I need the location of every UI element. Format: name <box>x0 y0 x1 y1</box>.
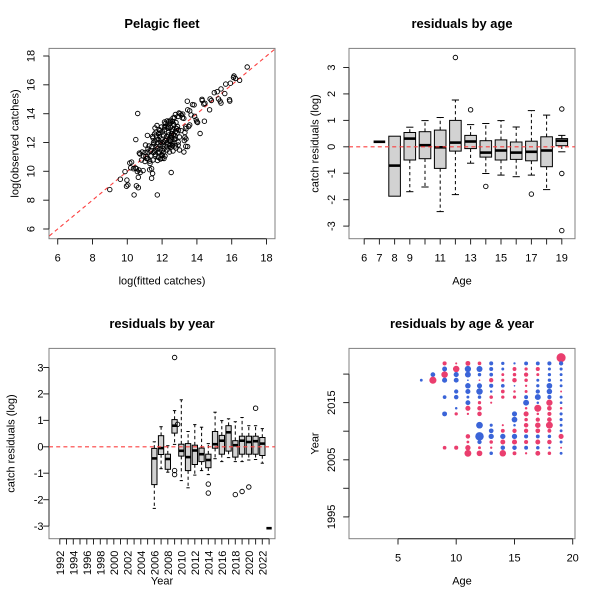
svg-text:-1: -1 <box>326 168 338 178</box>
svg-text:12: 12 <box>156 253 168 265</box>
svg-text:1996: 1996 <box>82 551 94 575</box>
svg-text:2008: 2008 <box>163 551 175 575</box>
svg-text:Age: Age <box>452 575 472 587</box>
svg-text:14: 14 <box>26 108 38 120</box>
svg-text:6: 6 <box>361 253 367 265</box>
svg-text:8: 8 <box>392 253 398 265</box>
svg-text:10: 10 <box>26 165 38 177</box>
svg-text:-3: -3 <box>34 521 44 533</box>
svg-text:7: 7 <box>376 253 382 265</box>
svg-text:20: 20 <box>567 553 579 565</box>
svg-text:18: 18 <box>26 50 38 62</box>
svg-text:residuals by age & year: residuals by age & year <box>390 316 534 331</box>
svg-text:3: 3 <box>37 362 43 374</box>
svg-text:1: 1 <box>37 415 43 427</box>
svg-text:15: 15 <box>508 553 520 565</box>
svg-text:0: 0 <box>326 144 338 150</box>
svg-text:2002: 2002 <box>123 551 135 575</box>
svg-text:16: 16 <box>226 253 238 265</box>
svg-text:1994: 1994 <box>69 551 81 575</box>
svg-text:8: 8 <box>26 197 38 203</box>
svg-text:6: 6 <box>26 226 38 232</box>
svg-text:-2: -2 <box>34 495 44 507</box>
svg-text:1998: 1998 <box>96 551 108 575</box>
svg-text:10: 10 <box>121 253 133 265</box>
svg-text:2014: 2014 <box>204 551 216 575</box>
svg-text:2016: 2016 <box>217 551 229 575</box>
svg-text:0: 0 <box>37 442 43 454</box>
svg-text:catch residuals (log): catch residuals (log) <box>310 94 322 192</box>
svg-text:Age: Age <box>452 275 472 287</box>
svg-text:13: 13 <box>464 253 476 265</box>
svg-text:-3: -3 <box>326 221 338 231</box>
svg-text:2022: 2022 <box>258 551 270 575</box>
svg-text:1995: 1995 <box>326 505 338 529</box>
svg-text:2012: 2012 <box>190 551 202 575</box>
svg-text:2006: 2006 <box>150 551 162 575</box>
svg-text:1: 1 <box>326 117 338 123</box>
svg-text:-2: -2 <box>326 195 338 205</box>
svg-text:11: 11 <box>434 253 445 265</box>
svg-text:3: 3 <box>326 64 338 70</box>
svg-text:residuals by age: residuals by age <box>411 16 512 31</box>
svg-text:log(fitted catches): log(fitted catches) <box>119 275 206 287</box>
svg-text:2005: 2005 <box>326 448 338 472</box>
svg-text:12: 12 <box>26 136 38 148</box>
svg-text:2: 2 <box>37 389 43 401</box>
svg-text:2015: 2015 <box>326 390 338 414</box>
svg-text:Year: Year <box>310 432 322 455</box>
svg-text:residuals by year: residuals by year <box>109 316 214 331</box>
svg-text:9: 9 <box>407 253 413 265</box>
svg-text:2020: 2020 <box>244 551 256 575</box>
svg-text:16: 16 <box>26 79 38 91</box>
svg-text:5: 5 <box>395 553 401 565</box>
svg-text:14: 14 <box>191 253 203 265</box>
svg-text:catch residuals (log): catch residuals (log) <box>6 394 18 492</box>
svg-text:2010: 2010 <box>177 551 189 575</box>
svg-text:log(observed catches): log(observed catches) <box>10 89 22 197</box>
svg-text:8: 8 <box>89 253 95 265</box>
svg-text:6: 6 <box>55 253 61 265</box>
svg-text:Pelagic fleet: Pelagic fleet <box>124 16 200 31</box>
svg-text:2018: 2018 <box>231 551 243 575</box>
svg-text:17: 17 <box>525 253 537 265</box>
svg-text:15: 15 <box>495 253 507 265</box>
svg-text:10: 10 <box>450 553 462 565</box>
svg-text:2004: 2004 <box>136 551 148 575</box>
svg-text:2: 2 <box>326 91 338 97</box>
svg-text:Year: Year <box>151 575 174 587</box>
svg-text:18: 18 <box>260 253 272 265</box>
svg-text:19: 19 <box>556 253 568 265</box>
svg-text:-1: -1 <box>34 468 44 480</box>
svg-text:2000: 2000 <box>109 551 121 575</box>
svg-text:1992: 1992 <box>55 551 67 575</box>
